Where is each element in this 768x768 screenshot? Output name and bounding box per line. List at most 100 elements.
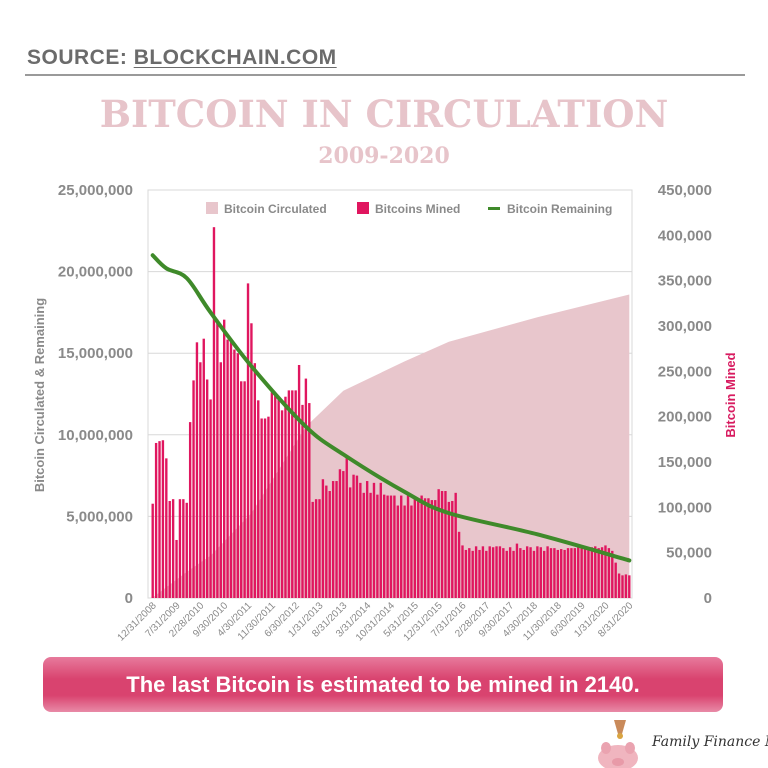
bar-bitcoins-mined xyxy=(328,491,331,598)
bar-bitcoins-mined xyxy=(617,573,621,598)
right-axis-label: Bitcoin Mined xyxy=(723,352,738,437)
bar-bitcoins-mined xyxy=(226,339,229,598)
bar-bitcoins-mined xyxy=(430,500,434,598)
bar-bitcoins-mined xyxy=(481,546,485,598)
bar-bitcoins-mined xyxy=(468,548,471,598)
bar-bitcoins-mined xyxy=(604,545,607,598)
bar-bitcoins-mined xyxy=(621,575,624,598)
bar-bitcoins-mined xyxy=(318,499,321,598)
bar-bitcoins-mined xyxy=(212,227,216,598)
bar-bitcoins-mined xyxy=(243,381,246,598)
bar-bitcoins-mined xyxy=(437,489,440,598)
bar-bitcoins-mined xyxy=(536,546,539,598)
bar-bitcoins-mined xyxy=(519,548,522,598)
bar-bitcoins-mined xyxy=(359,482,362,598)
bar-bitcoins-mined xyxy=(223,319,226,598)
bar-bitcoins-mined xyxy=(345,455,348,598)
bar-bitcoins-mined xyxy=(529,547,532,598)
bar-bitcoins-mined xyxy=(297,364,301,598)
bar-bitcoins-mined xyxy=(566,548,570,598)
bar-bitcoins-mined xyxy=(161,440,165,598)
banner-text: The last Bitcoin is estimated to be mine… xyxy=(126,671,640,697)
bar-bitcoins-mined xyxy=(178,499,182,598)
bar-bitcoins-mined xyxy=(253,363,257,598)
bar-bitcoins-mined xyxy=(522,549,525,598)
footer-banner: The last Bitcoin is estimated to be mine… xyxy=(43,657,723,712)
bar-bitcoins-mined xyxy=(301,404,304,598)
bar-bitcoins-mined xyxy=(376,494,379,598)
bar-bitcoins-mined xyxy=(338,469,342,598)
bar-bitcoins-mined xyxy=(560,549,563,598)
bar-bitcoins-mined xyxy=(413,498,417,598)
chart-subtitle: 2009-2020 xyxy=(318,143,450,169)
right-axis-tick-label: 100,000 xyxy=(658,499,712,516)
bar-bitcoins-mined xyxy=(325,485,328,598)
bar-bitcoins-mined xyxy=(597,548,600,598)
left-axis-tick-label: 15,000,000 xyxy=(58,345,133,362)
bar-bitcoins-mined xyxy=(284,396,287,598)
bar-bitcoins-mined xyxy=(570,548,573,598)
bar-bitcoins-mined xyxy=(362,492,365,598)
bar-bitcoins-mined xyxy=(515,543,519,598)
bar-bitcoins-mined xyxy=(406,495,410,598)
right-axis-tick-label: 350,000 xyxy=(658,273,712,290)
bar-bitcoins-mined xyxy=(287,390,291,598)
bar-bitcoins-mined xyxy=(188,422,192,598)
bar-bitcoins-mined xyxy=(495,546,498,598)
bar-bitcoins-mined xyxy=(417,498,420,598)
bar-bitcoins-mined xyxy=(590,547,594,598)
piggy-bank-coin-icon xyxy=(598,720,638,768)
right-axis-tick-label: 200,000 xyxy=(658,409,712,426)
bar-bitcoins-mined xyxy=(624,574,628,598)
left-axis-label: Bitcoin Circulated & Remaining xyxy=(32,298,47,492)
bar-bitcoins-mined xyxy=(209,399,212,598)
bar-bitcoins-mined xyxy=(205,379,209,598)
logo-text: Family Finance Mom xyxy=(652,734,768,750)
bar-bitcoins-mined xyxy=(277,396,280,598)
bar-bitcoins-mined xyxy=(352,474,355,598)
bar-bitcoins-mined xyxy=(485,550,488,598)
bar-bitcoins-mined xyxy=(233,349,236,598)
bar-bitcoins-mined xyxy=(192,380,195,598)
bar-bitcoins-mined xyxy=(236,353,239,598)
bar-bitcoins-mined xyxy=(444,491,447,598)
bar-bitcoins-mined xyxy=(488,546,491,598)
bar-bitcoins-mined xyxy=(355,475,359,598)
bar-bitcoins-mined xyxy=(229,339,233,598)
bar-bitcoins-mined xyxy=(543,550,546,598)
right-axis-tick-label: 50,000 xyxy=(666,545,712,562)
bar-bitcoins-mined xyxy=(260,418,263,598)
bar-bitcoins-mined xyxy=(434,500,437,598)
bar-bitcoins-mined xyxy=(294,390,297,598)
bar-bitcoins-mined xyxy=(263,418,267,598)
bar-bitcoins-mined xyxy=(573,548,577,598)
bar-bitcoins-mined xyxy=(369,492,372,598)
bar-bitcoins-mined xyxy=(240,381,243,598)
bar-bitcoins-mined xyxy=(389,495,393,598)
left-axis-tick-label: 5,000,000 xyxy=(66,508,133,525)
line-bitcoin-remaining xyxy=(150,253,632,563)
bar-bitcoins-mined xyxy=(386,495,389,598)
bar-bitcoins-mined xyxy=(403,505,406,598)
source-link[interactable]: BLOCKCHAIN.COM xyxy=(133,46,337,69)
bar-bitcoins-mined xyxy=(532,550,536,598)
source-attribution: SOURCE: BLOCKCHAIN.COM xyxy=(27,46,337,70)
right-axis-tick-label: 300,000 xyxy=(658,318,712,335)
bar-bitcoins-mined xyxy=(151,503,154,598)
bar-bitcoins-mined xyxy=(464,549,468,598)
bar-bitcoins-mined xyxy=(587,548,590,598)
bar-bitcoins-mined xyxy=(199,362,202,598)
bar-bitcoins-mined xyxy=(257,400,260,598)
legend-swatch-mined xyxy=(357,202,369,214)
bar-bitcoins-mined xyxy=(546,546,549,598)
right-axis-tick-label: 0 xyxy=(704,590,712,607)
bar-bitcoins-mined xyxy=(478,549,481,598)
bar-bitcoins-mined xyxy=(250,323,253,598)
bar-bitcoins-mined xyxy=(628,575,631,598)
legend-label-mined: Bitcoins Mined xyxy=(375,202,460,216)
bar-bitcoins-mined xyxy=(457,531,461,598)
bar-bitcoins-mined xyxy=(291,390,294,598)
bar-bitcoins-mined xyxy=(423,498,427,598)
left-axis-tick-label: 25,000,000 xyxy=(58,182,133,199)
